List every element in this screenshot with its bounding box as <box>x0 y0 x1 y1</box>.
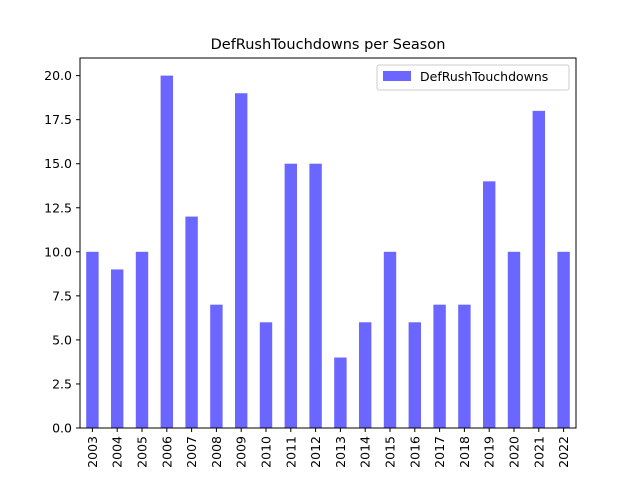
x-tick-label: 2022 <box>556 436 571 468</box>
legend-swatch <box>383 71 411 81</box>
bar-2018 <box>458 304 471 428</box>
plot-frame <box>79 57 577 429</box>
x-tick-label: 2020 <box>507 436 522 468</box>
x-tick-label: 2005 <box>135 436 150 468</box>
x-tick-label: 2013 <box>333 436 348 468</box>
y-tick-label: 2.5 <box>52 376 72 391</box>
x-tick-label: 2019 <box>482 436 497 468</box>
x-tick-label: 2004 <box>110 436 125 468</box>
bar-2019 <box>483 181 496 428</box>
bar-2003 <box>86 251 99 428</box>
legend: DefRushTouchdowns <box>376 64 570 91</box>
bar-2004 <box>111 269 124 428</box>
bar-2013 <box>334 357 347 428</box>
bar-2011 <box>284 163 297 428</box>
y-tick-label: 12.5 <box>44 200 72 215</box>
bar-2017 <box>433 304 446 428</box>
bar-2005 <box>135 251 149 428</box>
x-tick-label: 2016 <box>407 436 422 468</box>
x-tick-label: 2011 <box>283 436 298 468</box>
y-tick-label: 20.0 <box>44 68 72 83</box>
bar-2008 <box>210 304 223 428</box>
x-axis: 2003 2004 2005 2006 2007 2008 2009 2010 2011 2012… <box>85 428 571 468</box>
bar-2007 <box>185 216 198 428</box>
x-tick-label: 2017 <box>432 436 447 468</box>
x-tick-label: 2009 <box>234 436 249 468</box>
x-tick-label: 2006 <box>159 436 174 468</box>
y-tick-label: 15.0 <box>44 156 72 171</box>
x-tick-label: 2015 <box>383 436 398 468</box>
bar-2016 <box>408 322 421 428</box>
x-tick-label: 2010 <box>259 436 274 468</box>
x-tick-label: 2021 <box>531 436 546 468</box>
bar-2020 <box>507 251 521 428</box>
x-tick-label: 2003 <box>85 436 100 468</box>
bar-2006 <box>160 75 173 429</box>
x-tick-label: 2018 <box>457 436 472 468</box>
legend-label: DefRushTouchdowns <box>420 69 548 84</box>
bar-2009 <box>235 93 248 429</box>
bar-2021 <box>532 110 545 429</box>
x-tick-label: 2008 <box>209 436 224 468</box>
y-tick-label: 0.0 <box>52 421 72 436</box>
bars-group <box>86 75 570 429</box>
x-tick-label: 2007 <box>184 436 199 468</box>
y-tick-label: 17.5 <box>44 112 72 127</box>
bar-2022 <box>557 251 570 428</box>
legend-box <box>376 64 570 91</box>
y-axis: 0.0 2.5 5.0 7.5 10.0 12.5 15.0 17.5 20.0 <box>44 68 80 436</box>
bar-2014 <box>359 322 372 428</box>
bar-2012 <box>309 163 322 428</box>
y-tick-label: 7.5 <box>52 288 72 303</box>
bar-2015 <box>383 251 397 428</box>
y-tick-label: 10.0 <box>44 244 72 259</box>
bar-2010 <box>259 322 273 428</box>
x-tick-label: 2012 <box>308 436 323 468</box>
x-tick-label: 2014 <box>358 436 373 468</box>
chart-title: DefRushTouchdowns per Season <box>211 37 446 53</box>
y-tick-label: 5.0 <box>52 332 72 347</box>
